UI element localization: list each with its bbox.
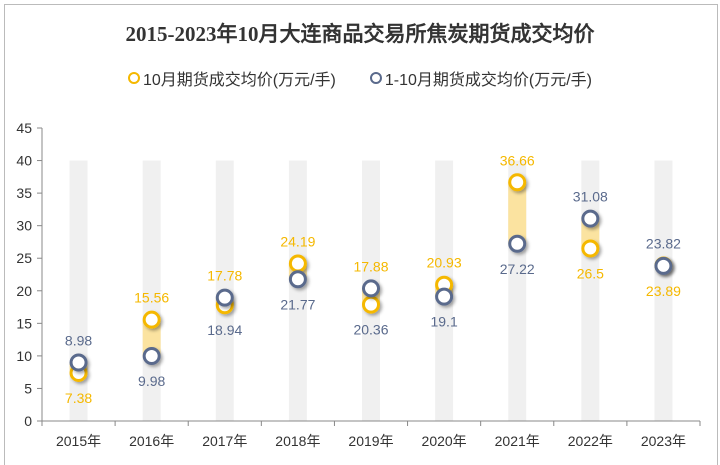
range-bar [508,182,526,243]
jan-oct-data-label: 27.22 [500,261,535,277]
y-tick-label: 15 [16,315,32,331]
jan-oct-point [290,272,305,287]
jan-oct-data-label: 19.1 [430,314,457,330]
october-point [583,241,598,256]
october-data-label: 24.19 [280,233,315,249]
y-tick-label: 35 [16,185,32,201]
october-data-label: 23.89 [646,283,681,299]
october-data-label: 17.88 [353,258,388,274]
jan-oct-point [510,236,525,251]
x-tick-label: 2016年 [129,433,174,449]
jan-oct-data-label: 31.08 [573,189,608,205]
x-tick-label: 2015年 [56,433,101,449]
jan-oct-point [437,289,452,304]
october-data-label: 17.78 [207,268,242,284]
jan-oct-data-label: 9.98 [138,373,165,389]
october-point [510,175,525,190]
jan-oct-point [71,355,86,370]
y-tick-label: 45 [16,120,32,136]
jan-oct-data-label: 23.82 [646,235,681,251]
jan-oct-data-label: 21.77 [280,296,315,312]
october-data-label: 20.93 [427,255,462,271]
october-point [290,256,305,271]
x-tick-label: 2021年 [495,433,540,449]
jan-oct-point [583,211,598,226]
y-tick-label: 20 [16,283,32,299]
x-tick-label: 2023年 [641,433,686,449]
x-tick-label: 2022年 [568,433,613,449]
jan-oct-point [364,281,379,296]
chart-plot: 0 5 10 15 20 25 30 35 40 45 2015年 2016年 2017年 2018年 20… [0,0,720,453]
x-tick-label: 2017年 [202,433,247,449]
october-data-label: 26.5 [577,265,604,281]
jan-oct-point [217,290,232,305]
x-tick-label: 2020年 [422,433,467,449]
jan-oct-point [144,349,159,364]
y-tick-label: 25 [16,250,32,266]
jan-oct-data-label: 20.36 [353,322,388,338]
y-tick-label: 5 [24,380,32,396]
october-data-label: 15.56 [134,290,169,306]
x-tick-label: 2018年 [275,433,320,449]
october-data-label: 36.66 [500,152,535,168]
jan-oct-data-label: 8.98 [65,333,92,349]
october-point [364,297,379,312]
background-bar [289,161,307,421]
y-tick-label: 10 [16,348,32,364]
october-data-label: 7.38 [65,390,92,406]
y-tick-label: 40 [16,153,32,169]
october-point [144,312,159,327]
jan-oct-point [656,258,671,273]
y-tick-label: 0 [24,413,32,429]
jan-oct-data-label: 18.94 [207,322,242,338]
x-tick-label: 2019年 [348,433,393,449]
y-tick-label: 30 [16,218,32,234]
